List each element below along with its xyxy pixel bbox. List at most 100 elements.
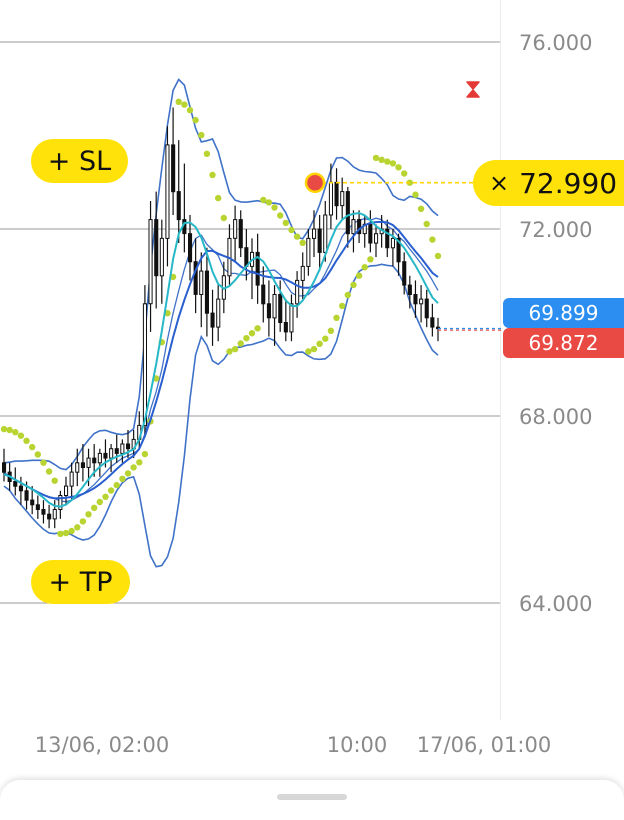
- candle: [278, 280, 283, 332]
- sar-dot: [74, 524, 81, 531]
- candle: [199, 252, 204, 328]
- sar-dot: [237, 340, 244, 347]
- candle-body: [35, 504, 40, 510]
- candle-body: [328, 181, 333, 216]
- sar-dot: [57, 530, 64, 537]
- sar-dot: [367, 256, 374, 263]
- sar-dot: [389, 160, 397, 167]
- candle: [114, 434, 119, 463]
- candle-body: [114, 448, 119, 454]
- sheet-drag-handle[interactable]: [277, 794, 347, 800]
- candle-body: [300, 265, 305, 281]
- candle: [35, 495, 40, 519]
- candle-body: [244, 247, 249, 267]
- candle-body: [97, 452, 102, 464]
- candle-body: [312, 228, 317, 239]
- candle: [407, 275, 412, 309]
- candle-body: [272, 294, 277, 319]
- candle: [18, 476, 23, 505]
- candle: [30, 486, 35, 515]
- sar-dot: [310, 345, 318, 353]
- y-tick-label: 68.000: [519, 405, 592, 429]
- sar-dot: [350, 281, 357, 289]
- hourglass-icon[interactable]: [466, 81, 480, 98]
- candle: [300, 252, 305, 300]
- sar-dot: [79, 518, 87, 525]
- sar-dot: [34, 451, 41, 458]
- candle: [171, 107, 176, 215]
- candle: [165, 126, 170, 267]
- candle: [176, 140, 181, 244]
- add-stop-loss-button[interactable]: + SL: [31, 139, 128, 183]
- candle: [312, 210, 317, 258]
- candle: [109, 444, 114, 473]
- sar-dot: [192, 116, 199, 124]
- candle-body: [176, 191, 181, 221]
- sar-dot: [96, 498, 104, 506]
- candle: [362, 214, 367, 248]
- sar-dot: [260, 196, 267, 204]
- sar-dot: [434, 252, 442, 260]
- candle-body: [47, 513, 52, 520]
- candle: [69, 462, 74, 501]
- parabolic-sar-dots: [0, 98, 442, 537]
- bid-price-badge: 69.872: [503, 328, 624, 358]
- add-take-profit-button[interactable]: + TP: [31, 560, 130, 604]
- candle-body: [261, 284, 266, 305]
- close-order-icon[interactable]: ×: [489, 169, 510, 197]
- price-chart[interactable]: 76.000 72.000 68.000 64.000 13/06, 02:00 10:…: [0, 0, 624, 800]
- sar-dot: [299, 239, 306, 246]
- candle-body: [52, 509, 57, 520]
- moving-averages: [3, 211, 439, 508]
- sar-dot: [316, 340, 323, 347]
- candle-body: [69, 471, 74, 487]
- candle: [419, 285, 424, 323]
- candle: [159, 219, 164, 304]
- sar-dot: [248, 330, 256, 337]
- candle-body: [75, 462, 80, 473]
- candle: [120, 439, 125, 463]
- y-axis-ticks: 76.000 72.000 68.000 64.000: [519, 31, 592, 616]
- sar-dot: [45, 468, 53, 475]
- candle-body: [289, 303, 294, 333]
- pending-order-badge[interactable]: × 72.990: [473, 160, 624, 206]
- sar-dot: [333, 314, 340, 321]
- candle-body: [396, 237, 401, 263]
- candle-body: [424, 298, 429, 319]
- candle: [317, 214, 322, 272]
- sar-dot: [339, 302, 346, 310]
- sar-dot: [175, 98, 182, 106]
- candle: [142, 285, 147, 435]
- candle: [47, 504, 52, 529]
- sar-dot: [344, 291, 351, 299]
- candle: [402, 252, 407, 295]
- candle: [238, 210, 243, 258]
- bottom-sheet[interactable]: [0, 780, 624, 820]
- candle-body: [283, 322, 288, 333]
- candle: [255, 233, 260, 304]
- candle: [295, 271, 300, 318]
- sar-dot: [231, 345, 239, 353]
- x-tick-label: 17/06, 01:00: [417, 733, 551, 757]
- pending-order-line[interactable]: [304, 172, 503, 331]
- sar-dot: [186, 107, 194, 114]
- sar-dot: [6, 426, 13, 434]
- sar-dot: [243, 335, 250, 342]
- candle-body: [41, 509, 46, 515]
- candle: [154, 191, 159, 309]
- sar-dot: [29, 443, 36, 451]
- candle-body: [159, 237, 164, 277]
- candle: [351, 210, 356, 253]
- sar-dot: [12, 429, 19, 436]
- candle-body: [24, 490, 29, 501]
- sar-dot: [203, 150, 211, 157]
- candle: [289, 294, 294, 342]
- sar-dot: [327, 327, 335, 334]
- sar-dot: [136, 459, 143, 466]
- candle-body: [148, 219, 153, 305]
- sar-dot: [124, 470, 132, 477]
- candle-body: [295, 279, 300, 305]
- sar-dot: [40, 459, 47, 466]
- candle-body: [30, 499, 35, 506]
- candle: [385, 219, 390, 258]
